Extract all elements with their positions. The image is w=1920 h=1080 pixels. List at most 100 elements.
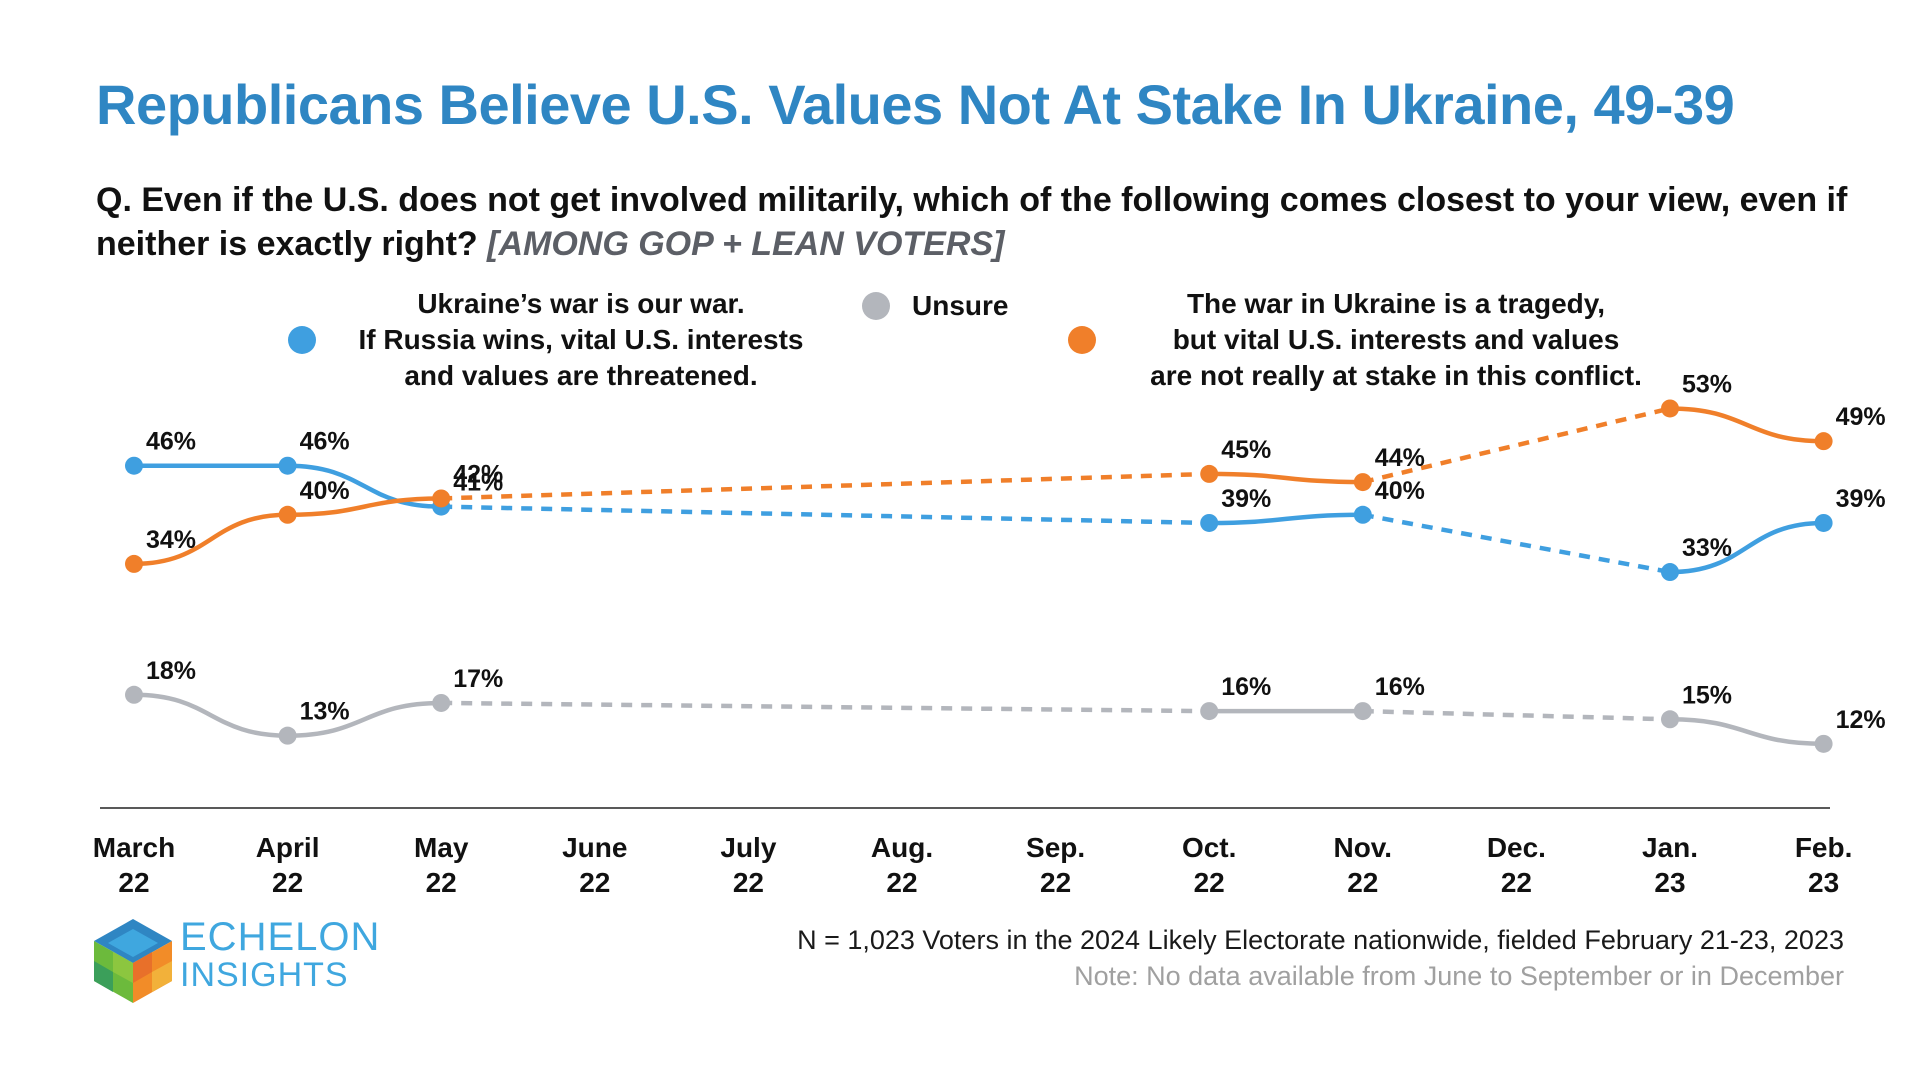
x-tick-label-year: 22 [426,867,457,898]
series-gap-dashed-segment [441,471,1210,501]
series-line-segment [287,700,442,738]
legend-dot-orange [1068,326,1096,354]
sample-footnote: N = 1,023 Voters in the 2024 Likely Elec… [797,925,1844,955]
series-line-segment [287,463,442,509]
logo-text-echelon: ECHELON [180,915,381,959]
x-tick-label-month: Nov. [1333,832,1392,863]
series-gap-dashed-segment [441,504,1210,526]
x-tick-label-year: 22 [1501,867,1532,898]
legend-label-line: The war in Ukraine is a tragedy, [1186,288,1606,319]
data-label: 13% [300,698,350,726]
series-line-segment [1669,717,1824,747]
data-point [1814,734,1833,753]
data-point [1661,710,1679,729]
data-label: 39% [1221,485,1271,513]
legend-label-unsure: Unsure [912,290,1009,321]
data-point [125,456,143,475]
series-line-segment [1209,471,1363,485]
x-tick-label-year: 22 [886,867,917,898]
x-tick-label-year: 23 [1654,867,1685,898]
legend-item-unsure: Unsure [862,288,1008,324]
data-label: 53% [1682,370,1732,398]
data-availability-note: Note: No data available from June to Sep… [1074,961,1844,991]
legend-label-line: are not really at stake in this conflict… [1150,360,1642,391]
series-line-segment [1669,520,1824,575]
data-label: 18% [146,657,196,685]
legend-label-line: Ukraine’s war is our war. [417,288,745,319]
series-gap-dashed-segment [1362,406,1671,485]
x-tick-label-month: Jan. [1642,832,1698,863]
cube-icon [94,919,172,1003]
data-point [278,505,297,524]
data-point [1814,513,1833,532]
x-tick-label-year: 22 [272,867,303,898]
series-line-segment [133,692,288,738]
x-tick-label-month: Aug. [871,832,933,863]
data-point [1200,464,1219,483]
data-point [432,489,451,508]
data-point [1200,702,1219,721]
question-body: Q. Even if the U.S. does not get involve… [96,181,1848,263]
data-label: 15% [1682,681,1732,709]
data-point [125,685,143,704]
legend-dot-gray [862,292,890,320]
data-label: 40% [1375,477,1425,505]
x-tick-label-month: May [414,832,469,863]
series-gap-dashed-segment [1362,512,1671,575]
data-label: 46% [146,428,196,456]
data-point [1661,563,1679,582]
data-label: 46% [300,428,350,456]
legend-label-not-at-stake: The war in Ukraine is a tragedy, but vit… [1116,286,1676,394]
data-point [278,456,297,475]
series-gap-dashed-segment [1362,708,1671,722]
x-tick-label-year: 22 [1040,867,1071,898]
data-point [1353,702,1372,721]
series-line-segment [1209,512,1363,526]
x-tick-label-month: Feb. [1795,832,1853,863]
question-qualifier: [AMONG GOP + LEAN VOTERS] [487,225,1005,263]
x-tick-label-year: 22 [1347,867,1378,898]
data-label: 44% [1375,444,1425,472]
data-point [432,693,451,712]
data-point [125,554,143,573]
data-point [1353,505,1372,524]
data-label: 42% [453,460,503,488]
legend-item-not-at-stake: The war in Ukraine is a tragedy, but vit… [1068,286,1676,394]
chart-title: Republicans Believe U.S. Values Not At S… [96,73,1735,136]
x-tick-label-month: Sep. [1026,832,1085,863]
data-point [1353,473,1372,492]
x-tick-label-year: 22 [579,867,610,898]
data-label: 34% [146,526,196,554]
x-tick-label-year: 22 [1194,867,1225,898]
legend-item-vital-interests: Ukraine’s war is our war. If Russia wins… [288,286,826,394]
legend-label-vital-interests: Ukraine’s war is our war. If Russia wins… [336,286,826,394]
logo-text-insights: INSIGHTS [180,956,349,994]
x-tick-label-month: June [562,832,627,863]
data-label: 12% [1836,706,1886,734]
data-label: 16% [1375,673,1425,701]
x-tick-label-month: March [93,832,175,863]
data-point [1661,399,1679,418]
data-point [1200,513,1219,532]
data-label: 49% [1836,403,1886,431]
data-label: 39% [1836,485,1886,513]
data-point [1814,432,1833,451]
x-tick-label-month: July [720,832,776,863]
data-point [278,726,297,745]
data-label: 40% [300,477,350,505]
data-label: 33% [1682,534,1732,562]
x-tick-label-year: 22 [118,867,149,898]
data-label: 16% [1221,673,1271,701]
echelon-insights-logo: ECHELON INSIGHTS [88,915,388,1005]
data-label: 45% [1221,436,1271,464]
series-line-segment [1669,406,1824,444]
x-tick-label-month: Dec. [1487,832,1546,863]
x-tick-label-year: 22 [733,867,764,898]
series-gap-dashed-segment [441,700,1210,714]
series-line-segment [133,512,288,567]
legend-label-line: and values are threatened. [404,360,758,391]
legend-label-line: If Russia wins, vital U.S. interests [358,324,804,355]
data-label: 41% [453,469,503,497]
data-label: 17% [453,665,503,693]
